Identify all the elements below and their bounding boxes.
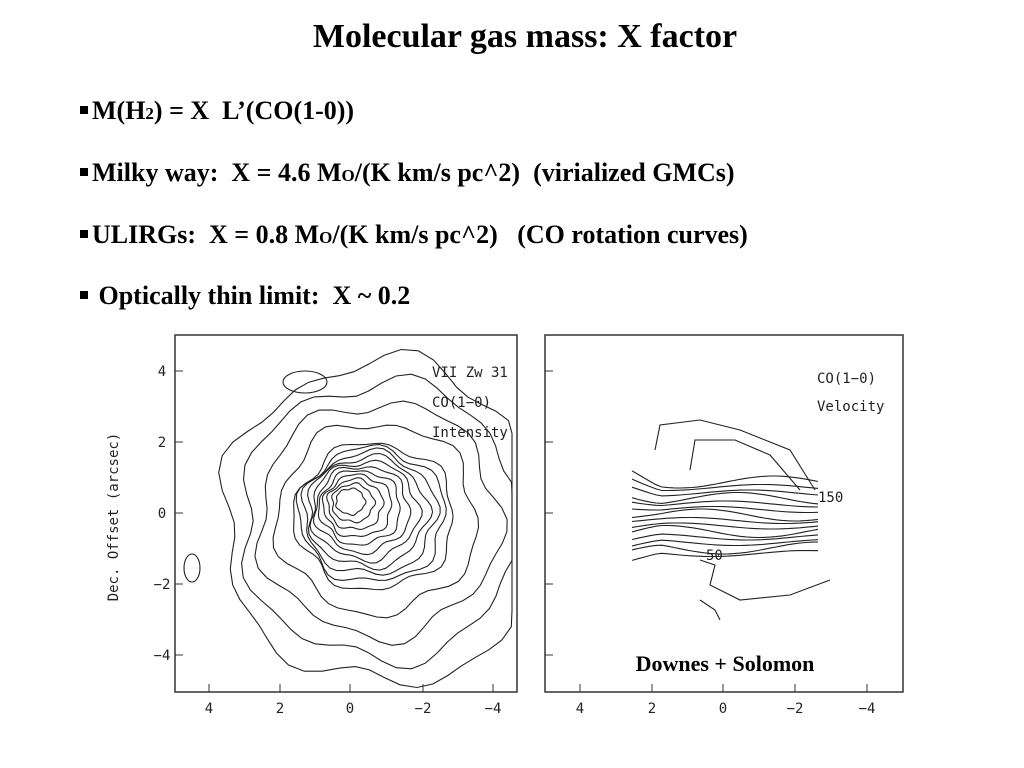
contour	[326, 477, 385, 531]
text: Milky way: X = 4.6 M	[92, 158, 342, 187]
x-tick-label: 2	[276, 701, 284, 717]
contour	[631, 491, 819, 505]
y-tick-label: 0	[158, 506, 166, 522]
bullet: Milky way: X = 4.6 MO/(K km/s pc^2) (vir…	[80, 158, 735, 188]
x-tick-label: 4	[205, 701, 213, 717]
contour	[218, 348, 513, 689]
slide-title: Molecular gas mass: X factor	[312, 18, 738, 55]
credit-bg	[607, 648, 843, 680]
contour	[295, 444, 447, 581]
contour	[654, 419, 816, 491]
y-tick-label: −4	[154, 648, 171, 664]
contour	[699, 559, 831, 601]
contour	[321, 473, 393, 537]
credit: Downes + Solomon	[636, 651, 815, 676]
contour	[631, 470, 819, 489]
x-tick-label: 2	[648, 701, 656, 717]
text: M(H	[92, 96, 146, 125]
contour	[293, 442, 454, 591]
contour	[309, 459, 423, 564]
y-tick-label: −2	[154, 577, 171, 593]
contour	[183, 553, 201, 583]
contour	[335, 487, 367, 516]
panel-label: VII Zw 31	[432, 365, 508, 381]
contour	[631, 486, 819, 497]
contour	[631, 522, 819, 530]
contour	[631, 500, 819, 508]
contour	[631, 541, 819, 555]
contour	[631, 533, 819, 541]
y-axis-label: Dec. Offset (arcsec)	[106, 433, 122, 602]
panel-label: Velocity	[817, 399, 884, 415]
contour	[331, 482, 377, 524]
x-tick-label: −2	[415, 701, 432, 717]
x-tick-label: 0	[346, 701, 354, 717]
subscript: O	[319, 228, 333, 247]
text: Optically thin limit: X ~ 0.2	[92, 281, 411, 310]
subscript: 2	[145, 104, 154, 123]
contour	[272, 424, 480, 619]
contour	[282, 370, 328, 394]
x-tick-label: −2	[787, 701, 804, 717]
y-tick-label: 4	[158, 364, 166, 380]
text: /(K km/s pc^2) (CO rotation curves)	[332, 220, 748, 249]
contour	[313, 466, 412, 556]
bullet: Optically thin limit: X ~ 0.2	[80, 281, 410, 311]
contour	[631, 524, 819, 539]
contour	[631, 505, 819, 514]
contour	[631, 478, 819, 492]
contour	[307, 452, 434, 571]
contour	[699, 599, 721, 621]
bullet: M(H2) = X L’(CO(1-0))	[80, 96, 354, 126]
contour	[689, 439, 801, 491]
contour	[631, 508, 819, 522]
x-tick-label: 0	[719, 701, 727, 717]
contour	[631, 549, 819, 561]
velocity-contours	[631, 419, 831, 621]
contour-label: 150	[818, 490, 843, 506]
subscript: O	[341, 166, 355, 185]
intensity-contours	[183, 348, 513, 689]
contour	[631, 516, 819, 525]
panel-label: CO(1−0)	[817, 371, 876, 387]
y-tick-label: 2	[158, 435, 166, 451]
x-tick-label: 4	[576, 701, 584, 717]
contour	[631, 539, 819, 547]
contour	[254, 400, 508, 646]
contour-label: 50	[706, 548, 723, 564]
right-panel-frame	[544, 334, 904, 693]
text: ULIRGs: X = 0.8 M	[92, 220, 320, 249]
panel-label: CO(1−0)	[432, 395, 491, 411]
text: ) = X L’(CO(1-0))	[153, 96, 355, 125]
x-tick-label: −4	[859, 701, 876, 717]
contour	[300, 447, 441, 576]
panel-label: Intensity	[432, 425, 508, 441]
bullet: ULIRGs: X = 0.8 MO/(K km/s pc^2) (CO rot…	[80, 220, 748, 250]
contour	[317, 470, 401, 546]
text: /(K km/s pc^2) (virialized GMCs)	[354, 158, 735, 187]
x-tick-label: −4	[485, 701, 502, 717]
contour	[241, 373, 513, 670]
